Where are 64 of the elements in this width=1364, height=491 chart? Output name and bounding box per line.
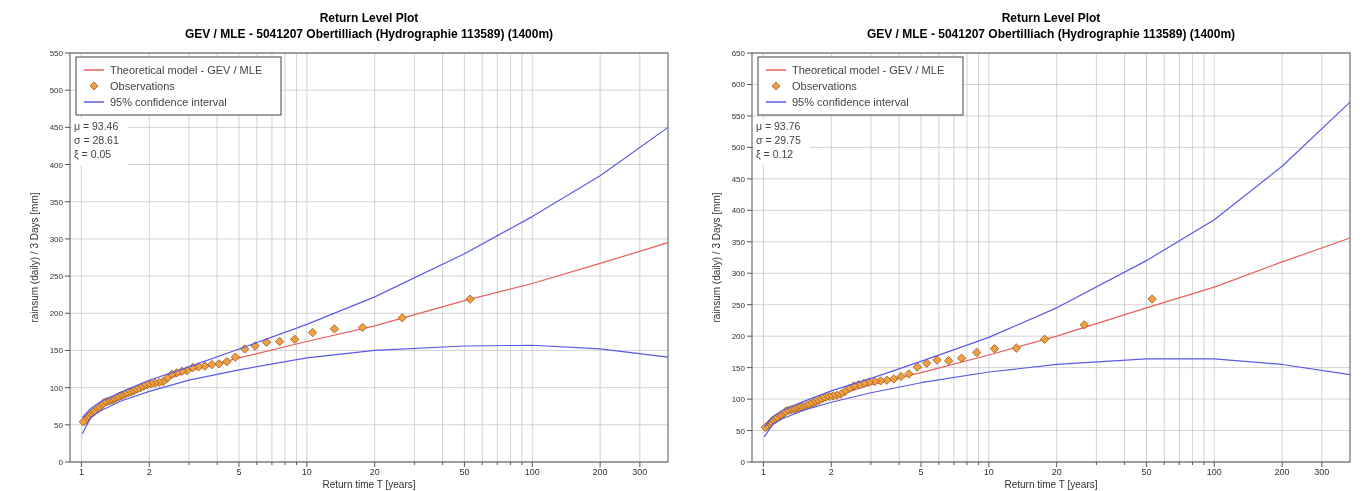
y-tick-label: 350 <box>731 237 746 247</box>
y-tick-label: 250 <box>49 272 64 282</box>
x-tick-label: 5 <box>236 467 242 477</box>
x-tick-label: 200 <box>592 467 608 477</box>
y-tick-label: 150 <box>49 346 64 356</box>
y-tick-label: 550 <box>731 111 746 121</box>
x-axis-title: Return time T [years] <box>322 479 416 490</box>
annotation: ξ = 0.12 <box>756 148 794 160</box>
y-tick-label: 400 <box>49 160 64 170</box>
x-tick-label: 5 <box>918 467 924 477</box>
x-tick-label: 100 <box>1206 467 1222 477</box>
y-tick-label: 600 <box>731 80 746 90</box>
y-tick-label: 50 <box>54 420 64 430</box>
x-tick-label: 200 <box>1274 467 1290 477</box>
y-axis-title: rainsum (daily) / 3 Days [mm] <box>711 192 722 323</box>
x-tick-label: 50 <box>459 467 470 477</box>
y-tick-label: 300 <box>49 234 64 244</box>
x-tick-label: 1 <box>760 467 766 477</box>
y-tick-label: 250 <box>731 300 746 310</box>
x-tick-label: 10 <box>301 467 312 477</box>
x-tick-label: 300 <box>632 467 648 477</box>
x-tick-label: 1 <box>78 467 84 477</box>
y-tick-label: 200 <box>731 332 746 342</box>
y-tick-label: 500 <box>49 86 64 96</box>
x-tick-label: 50 <box>1141 467 1152 477</box>
y-tick-label: 0 <box>740 458 746 467</box>
y-tick-label: 650 <box>731 49 746 58</box>
legend-label: Observations <box>110 80 176 92</box>
y-tick-label: 350 <box>49 197 64 207</box>
legend-label: 95% confidence interval <box>110 96 227 108</box>
x-tick-label: 2 <box>828 467 834 477</box>
y-tick-label: 450 <box>49 123 64 133</box>
y-tick-label: 200 <box>49 309 64 319</box>
x-tick-label: 300 <box>1314 467 1330 477</box>
y-tick-label: 300 <box>731 269 746 279</box>
annotation: μ = 93.46 <box>74 120 119 132</box>
x-tick-label: 2 <box>146 467 152 477</box>
legend-label: 95% confidence interval <box>792 96 909 108</box>
chart-subtitle: GEV / MLE - 5041207 Obertilliach (Hydrographie 113589) (1400m) <box>866 27 1236 41</box>
x-tick-label: 20 <box>369 467 380 477</box>
legend-label: Theoretical model - GEV / MLE <box>110 64 263 76</box>
x-axis-title: Return time T [years] <box>1004 479 1098 490</box>
x-tick-label: 20 <box>1051 467 1062 477</box>
y-tick-label: 400 <box>731 206 746 216</box>
y-tick-label: 500 <box>731 143 746 153</box>
y-tick-label: 100 <box>49 383 64 393</box>
chart-title: Return Level Plot <box>319 11 419 25</box>
y-tick-label: 450 <box>731 174 746 184</box>
x-tick-label: 100 <box>524 467 540 477</box>
annotation: ξ = 0.05 <box>74 148 112 160</box>
y-axis-title: rainsum (daily) / 3 Days [mm] <box>29 192 40 323</box>
y-tick-label: 100 <box>731 395 746 405</box>
legend-label: Observations <box>792 80 858 92</box>
annotation: σ = 28.61 <box>74 134 119 146</box>
chart-title: Return Level Plot <box>1001 11 1101 25</box>
y-tick-label: 0 <box>58 458 64 467</box>
chart-subtitle: GEV / MLE - 5041207 Obertilliach (Hydrographie 113589) (1400m) <box>184 27 554 41</box>
legend-label: Theoretical model - GEV / MLE <box>792 64 945 76</box>
annotation: σ = 29.75 <box>756 134 801 146</box>
y-tick-label: 550 <box>49 49 64 58</box>
annotation: μ = 93.76 <box>756 120 801 132</box>
x-tick-label: 10 <box>983 467 994 477</box>
y-tick-label: 150 <box>731 363 746 373</box>
y-tick-label: 50 <box>736 426 746 436</box>
